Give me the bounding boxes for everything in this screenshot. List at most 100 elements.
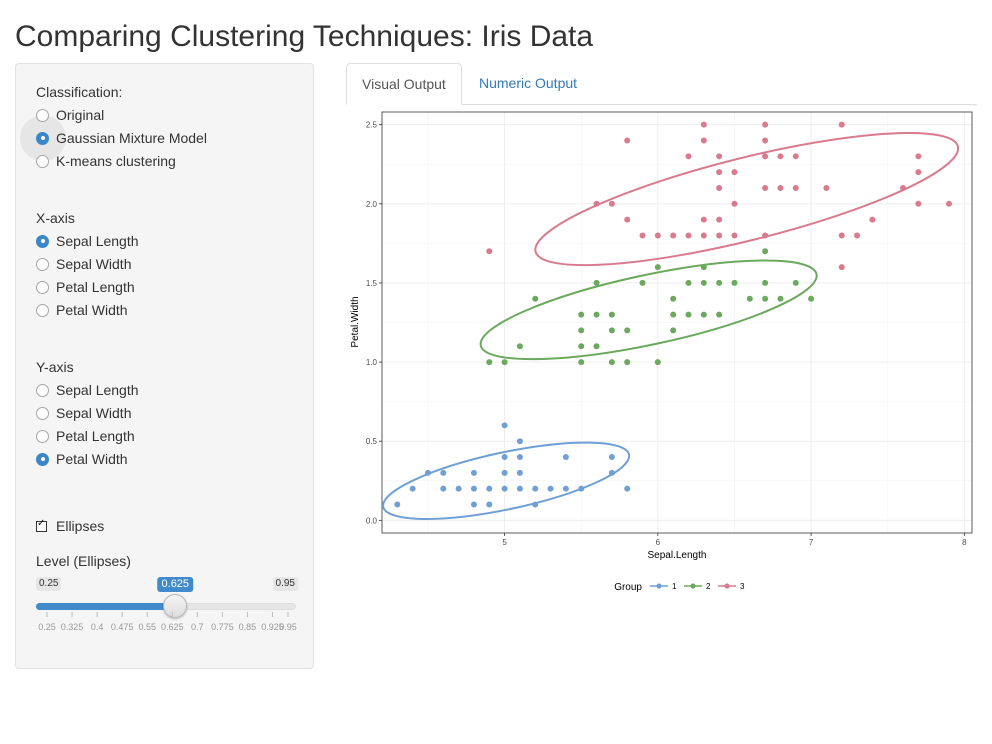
x-tick-label: 8	[962, 538, 967, 547]
data-point-group-1	[470, 501, 477, 508]
data-point-group-3	[838, 121, 845, 128]
data-point-group-3	[731, 232, 738, 239]
radio-label: Gaussian Mixture Model	[56, 130, 207, 146]
slider-value-label: 0.625	[157, 577, 194, 592]
data-point-group-1	[532, 485, 539, 492]
data-point-group-2	[716, 311, 723, 318]
data-point-group-2	[486, 359, 493, 366]
data-point-group-1	[470, 485, 477, 492]
data-point-group-3	[685, 153, 692, 160]
level-slider[interactable]: 0.25 0.95 0.625 0.25 0.325 0.4 0.475 0.55 0.6…	[36, 574, 298, 634]
radio-button[interactable]	[36, 452, 49, 466]
radio-button[interactable]	[36, 406, 49, 420]
data-point-group-2	[578, 343, 585, 350]
data-point-group-3	[869, 216, 876, 223]
data-point-group-1	[394, 501, 401, 508]
ellipses-checkbox[interactable]: Ellipses	[36, 518, 104, 534]
data-point-group-2	[808, 295, 815, 302]
classification-option-original[interactable]: Original	[36, 105, 104, 125]
ellipses-checkbox-box[interactable]	[36, 518, 47, 532]
data-point-group-2	[700, 311, 707, 318]
data-point-group-3	[593, 200, 600, 207]
x-axis-option-petal-width[interactable]: Petal Width	[36, 300, 128, 320]
y-axis-option-sepal-width[interactable]: Sepal Width	[36, 403, 131, 423]
data-point-group-3	[685, 232, 692, 239]
data-point-group-3	[639, 232, 646, 239]
radio-button[interactable]	[36, 257, 49, 271]
data-point-group-3	[700, 137, 707, 144]
data-point-group-1	[578, 485, 585, 492]
slider-tick-label: 0.85	[239, 622, 257, 632]
radio-button[interactable]	[36, 234, 49, 248]
x-axis-option-sepal-width[interactable]: Sepal Width	[36, 254, 131, 274]
y-axis-option-petal-length[interactable]: Petal Length	[36, 426, 135, 446]
y-tick-label: 2.5	[366, 121, 378, 130]
data-point-group-2	[593, 279, 600, 286]
radio-button[interactable]	[36, 154, 49, 168]
classification-option-k-means-clustering[interactable]: K-means clustering	[36, 151, 176, 171]
data-point-group-3	[915, 200, 922, 207]
tab-numeric-output[interactable]: Numeric Output	[479, 75, 578, 91]
data-point-group-2	[777, 295, 784, 302]
radio-label: Petal Length	[56, 279, 135, 295]
data-point-group-1	[440, 485, 447, 492]
y-axis-option-sepal-length[interactable]: Sepal Length	[36, 380, 139, 400]
tab-visual-output[interactable]: Visual Output	[346, 63, 462, 105]
data-point-group-3	[716, 216, 723, 223]
legend-key-point-3	[724, 583, 730, 589]
data-point-group-1	[486, 485, 493, 492]
data-point-group-3	[823, 184, 830, 191]
x-axis-option-sepal-length[interactable]: Sepal Length	[36, 231, 139, 251]
sidebar-panel: Classification: Original Gaussian Mixture…	[15, 63, 314, 669]
data-point-group-2	[578, 327, 585, 334]
y-tick-label: 2.0	[366, 200, 378, 209]
data-point-group-1	[501, 454, 508, 461]
data-point-group-3	[792, 153, 799, 160]
output-tab-bar: Visual Output Numeric Output	[346, 63, 977, 105]
plot-axes: 5 6 7 8 0.0 0.5 1.0 1.5 2.0 2.5	[366, 121, 967, 547]
data-point-group-1	[547, 485, 554, 492]
page-title: Comparing Clustering Techniques: Iris Da…	[15, 20, 594, 53]
data-point-group-2	[593, 311, 600, 318]
data-point-group-2	[578, 359, 585, 366]
slider-tick-label: 0.25	[38, 622, 56, 632]
cluster-ellipse-3	[534, 131, 960, 267]
radio-button[interactable]	[36, 108, 49, 122]
legend-label-1: 1	[672, 582, 677, 591]
radio-button[interactable]	[36, 280, 49, 294]
data-point-group-2	[654, 359, 661, 366]
radio-label: Petal Length	[56, 428, 135, 444]
radio-button[interactable]	[36, 303, 49, 317]
data-point-group-3	[762, 121, 769, 128]
data-point-group-3	[946, 200, 953, 207]
radio-label: Sepal Length	[56, 382, 139, 398]
y-axis-label: Y-axis	[36, 359, 74, 375]
slider-tick-label: 0.325	[61, 622, 84, 632]
radio-button[interactable]	[36, 383, 49, 397]
data-point-group-1	[501, 485, 508, 492]
slider-fill	[36, 603, 176, 610]
level-ellipses-label: Level (Ellipses)	[36, 553, 131, 569]
data-point-group-2	[608, 327, 615, 334]
data-point-group-3	[838, 264, 845, 271]
radio-button[interactable]	[36, 429, 49, 443]
data-point-group-2	[532, 295, 539, 302]
x-tick-label: 7	[809, 538, 814, 547]
slider-handle[interactable]	[163, 594, 188, 618]
data-point-group-2	[746, 295, 753, 302]
data-point-group-2	[608, 359, 615, 366]
data-point-group-1	[470, 469, 477, 476]
plot-gridlines	[382, 112, 972, 533]
data-point-group-1	[608, 454, 615, 461]
y-axis-option-petal-width[interactable]: Petal Width	[36, 449, 128, 469]
data-point-group-3	[700, 216, 707, 223]
ellipses-checkbox-label: Ellipses	[56, 518, 105, 534]
classification-option-gaussian-mixture-model[interactable]: Gaussian Mixture Model	[36, 128, 207, 148]
data-point-group-2	[792, 279, 799, 286]
data-point-group-3	[624, 216, 631, 223]
data-point-group-2	[670, 327, 677, 334]
x-axis-option-petal-length[interactable]: Petal Length	[36, 277, 135, 297]
data-point-group-1	[501, 469, 508, 476]
radio-button[interactable]	[36, 131, 49, 145]
data-point-group-3	[915, 153, 922, 160]
